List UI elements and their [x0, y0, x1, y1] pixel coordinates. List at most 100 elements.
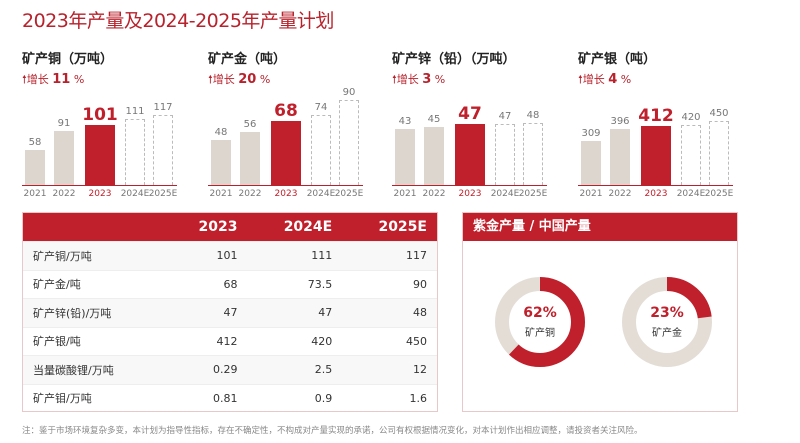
table-row: 矿产锌(铅)/万吨 47 47 48 [23, 298, 437, 327]
table-cell: 矿产钼/万吨 [33, 392, 92, 406]
chart-title: 矿产铜（万吨） [22, 52, 114, 67]
bar-value: 47 [458, 104, 482, 125]
bar-2022 [240, 132, 260, 185]
growth-label: 🠕增长 11 % [22, 71, 182, 90]
production-table: 2023 2024E 2025E 矿产铜/万吨 101 111 117 矿产金/吨 68 7… [22, 212, 438, 412]
table-cell: 117 [405, 249, 427, 263]
chart-title: 矿产金（吨） [208, 52, 287, 67]
bar-value: 420 [681, 112, 701, 124]
bar-2023 [641, 126, 671, 185]
table-cell: 矿产锌(铅)/万吨 [33, 306, 112, 320]
table-cell: 当量碳酸锂/万吨 [33, 363, 114, 377]
table-cell: 420 [311, 334, 333, 348]
plot-area: 48 56 68 74 90 [208, 87, 363, 186]
growth-label: 🠕增长 4 % [578, 71, 738, 90]
bar-value: 309 [581, 128, 601, 140]
table-cell: 2.5 [314, 363, 333, 377]
growth-value: 20 [238, 72, 257, 87]
table-cell: 73.5 [307, 277, 333, 291]
table-cell: 矿产银/吨 [33, 335, 81, 349]
bar-2024E [681, 125, 701, 185]
table-cell: 矿产铜/万吨 [33, 249, 92, 263]
donut-percent: 23% [650, 305, 684, 321]
footnote: 注：鉴于市场环境复杂多变，本计划为指导性指标，存在不确定性，不构成对产量实现的承… [22, 426, 643, 436]
bar-value: 56 [243, 119, 257, 131]
growth-value: 3 [422, 72, 432, 87]
x-tick-label: 2021 [579, 189, 603, 199]
growth-label: 🠕增长 3 % [392, 71, 552, 90]
bar-value: 58 [28, 137, 42, 149]
bar-2024E [311, 115, 331, 185]
plot-area: 309 396 412 420 450 [578, 98, 733, 186]
x-tick-label: 2021 [393, 189, 417, 199]
x-tick-label: 2024E [120, 189, 150, 199]
donut-slice [622, 277, 712, 367]
x-tick-label: 2023 [274, 189, 298, 199]
x-tick-label: 2024E [306, 189, 336, 199]
arrow-up-icon: 🠕 [22, 73, 27, 86]
bar-2022 [610, 128, 630, 185]
bar-2021 [395, 129, 415, 185]
x-tick-label: 2021 [23, 189, 47, 199]
bar-2024E [495, 124, 515, 185]
bar-value: 43 [398, 116, 412, 128]
growth-value: 4 [608, 72, 618, 87]
x-tick-label: 2023 [458, 189, 482, 199]
donut-chart: 23% 矿产金 [620, 275, 714, 369]
bar-value: 90 [342, 87, 356, 98]
table-cell: 47 [318, 306, 333, 320]
bar-value: 48 [214, 126, 228, 138]
donut-label: 矿产金 [652, 328, 682, 339]
bar-value: 68 [274, 100, 298, 121]
x-tick-label: 2025E [334, 189, 364, 199]
donut-percent: 62% [523, 305, 557, 321]
table-cell: 48 [412, 306, 427, 320]
x-tick-label: 2022 [238, 189, 262, 199]
table-cell: 1.6 [409, 391, 427, 405]
header-cell: 2024E [283, 219, 333, 235]
table-cell: 0.29 [212, 363, 238, 377]
growth-unit: % [434, 73, 446, 86]
table-row: 矿产钼/万吨 0.81 0.9 1.6 [23, 383, 437, 413]
bar-value: 412 [638, 106, 674, 127]
x-tick-label: 2022 [422, 189, 446, 199]
bar-2025E [709, 121, 729, 185]
arrow-up-icon: 🠕 [392, 73, 397, 86]
bar-2023 [85, 124, 115, 185]
bar-chart: 矿产锌（铅）（万吨） 🠕增长 3 % 43 45 47 47 48 2021 2022 202… [392, 48, 552, 200]
table-cell: 450 [405, 334, 427, 348]
x-tick-label: 2025E [518, 189, 548, 199]
bar-2022 [424, 126, 444, 185]
x-tick-label: 2024E [676, 189, 706, 199]
bar-chart: 矿产金（吨） 🠕增长 20 % 48 56 68 74 90 2021 2022 2023 20… [208, 48, 368, 200]
bar-value: 91 [57, 117, 71, 129]
page-title: 2023年产量及2024-2025年产量计划 [22, 10, 334, 32]
bar-value: 450 [709, 108, 729, 119]
x-tick-label: 2025E [704, 189, 734, 199]
x-tick-label: 2023 [644, 189, 668, 199]
growth-text: 增长 [212, 73, 235, 86]
bar-value: 111 [125, 105, 145, 117]
table-cell: 111 [311, 249, 333, 263]
growth-unit: % [620, 73, 632, 86]
growth-text: 增长 [396, 73, 419, 86]
bar-2021 [211, 139, 231, 185]
table-cell: 68 [223, 277, 238, 291]
bar-2023 [271, 120, 301, 185]
bar-value: 396 [610, 115, 630, 127]
table-cell: 412 [216, 334, 238, 348]
bar-value: 117 [153, 102, 173, 113]
growth-unit: % [73, 73, 85, 86]
table-row: 当量碳酸锂/万吨 0.29 2.5 12 [23, 355, 437, 384]
table-cell: 90 [412, 277, 427, 291]
table-cell: 矿产金/吨 [33, 278, 81, 292]
plot-area: 58 91 101 111 117 [22, 98, 177, 186]
growth-text: 增长 [582, 73, 605, 86]
arrow-up-icon: 🠕 [578, 73, 583, 86]
table-row: 矿产铜/万吨 101 111 117 [23, 241, 437, 270]
growth-unit: % [259, 73, 271, 86]
bar-2021 [25, 150, 45, 185]
table-cell: 0.81 [212, 391, 238, 405]
bar-2025E [339, 100, 359, 185]
donut-slice [495, 277, 585, 367]
